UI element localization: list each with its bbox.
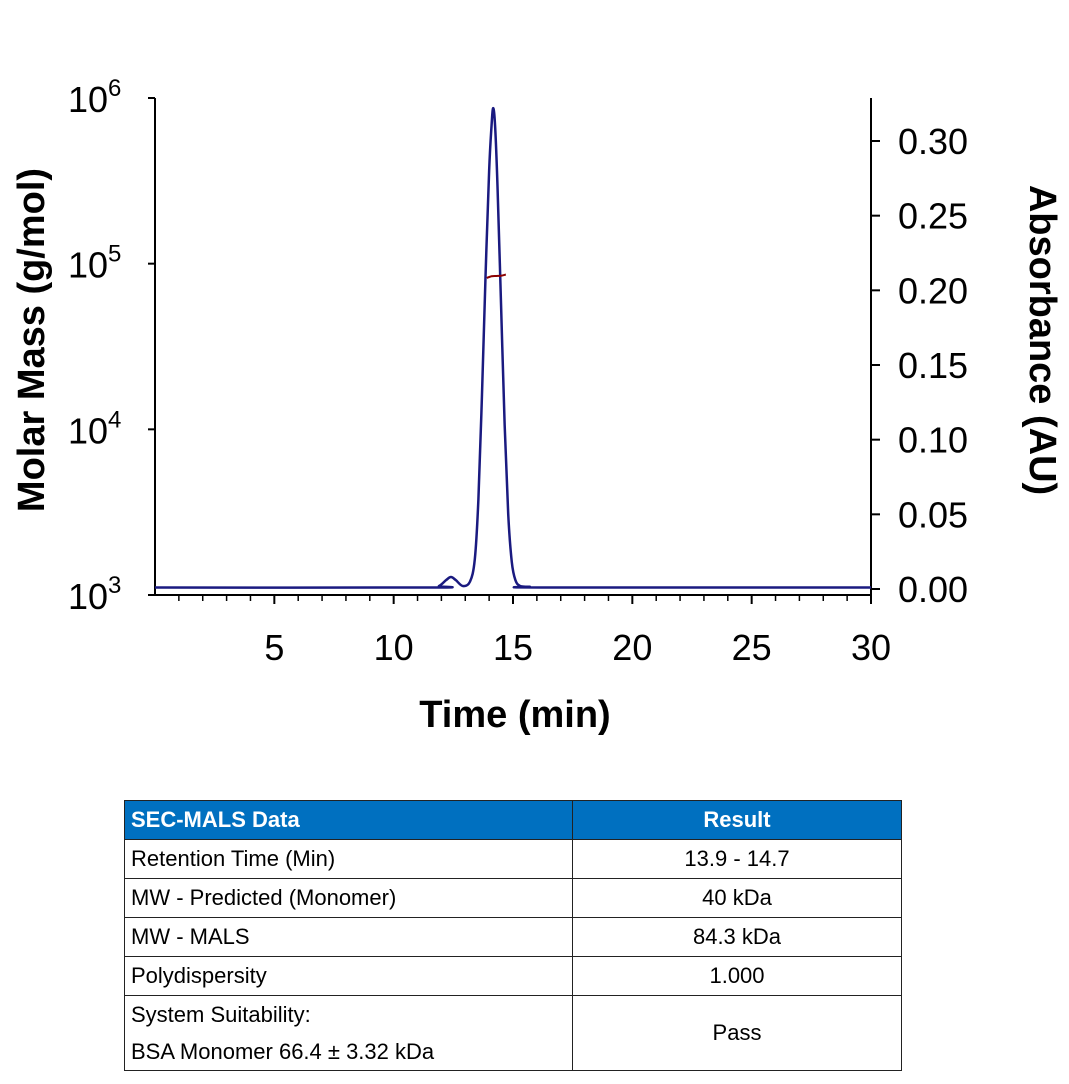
y-right-tick-label: 0.30 — [898, 121, 968, 162]
header-result: Result — [572, 800, 902, 840]
row-label: System Suitability: BSA Monomer 66.4 ± 3.… — [124, 995, 573, 1071]
y-right-tick-label: 0.25 — [898, 196, 968, 237]
sec-mals-chart: 5 10 15 20 25 30 103 104 105 106 0.00 0.05 0.10 0.15 0… — [11, 75, 1063, 736]
y-left-tick-label: 104 — [68, 406, 121, 451]
x-tick-label: 5 — [264, 627, 284, 668]
table-row: Polydispersity 1.000 — [124, 956, 902, 996]
row-label-line1: System Suitability: — [131, 1002, 311, 1027]
x-axis-label: Time (min) — [419, 694, 610, 736]
y-left-tick-label: 105 — [68, 241, 121, 286]
x-tick-label: 25 — [732, 627, 772, 668]
y-right-tick-label: 0.10 — [898, 420, 968, 461]
x-tick-label: 30 — [851, 627, 891, 668]
row-label: MW - Predicted (Monomer) — [124, 878, 573, 918]
table-header-row: SEC-MALS Data Result — [124, 800, 902, 840]
y-right-axis-label: Absorbance (AU) — [1021, 185, 1063, 495]
row-value: 13.9 - 14.7 — [572, 839, 902, 879]
table-row: MW - MALS 84.3 kDa — [124, 917, 902, 957]
x-tick-label: 10 — [374, 627, 414, 668]
absorbance-series — [154, 106, 872, 589]
y-left-axis-label: Molar Mass (g/mol) — [11, 168, 53, 512]
row-value: 1.000 — [572, 956, 902, 996]
row-value: 40 kDa — [572, 878, 902, 918]
y-left-tick-label: 106 — [68, 75, 121, 120]
y-right-tick-label: 0.00 — [898, 569, 968, 610]
x-tick-label: 15 — [493, 627, 533, 668]
y-right-tick-label: 0.05 — [898, 494, 968, 535]
row-value: Pass — [572, 995, 902, 1071]
row-label: Retention Time (Min) — [124, 839, 573, 879]
table-row: System Suitability: BSA Monomer 66.4 ± 3.… — [124, 995, 902, 1071]
sec-mals-results-table: SEC-MALS Data Result Retention Time (Min… — [124, 800, 902, 1071]
row-label: MW - MALS — [124, 917, 573, 957]
y-right-tick-label: 0.15 — [898, 345, 968, 386]
header-data: SEC-MALS Data — [124, 800, 573, 840]
row-label-line2: BSA Monomer 66.4 ± 3.32 kDa — [131, 1039, 435, 1064]
table-row: Retention Time (Min) 13.9 - 14.7 — [124, 839, 902, 879]
y-right-tick-label: 0.20 — [898, 270, 968, 311]
x-tick-label: 20 — [612, 627, 652, 668]
row-label: Polydispersity — [124, 956, 573, 996]
y-left-tick-label: 103 — [68, 572, 121, 617]
table-row: MW - Predicted (Monomer) 40 kDa — [124, 878, 902, 918]
row-value: 84.3 kDa — [572, 917, 902, 957]
molar-mass-series — [486, 273, 507, 279]
